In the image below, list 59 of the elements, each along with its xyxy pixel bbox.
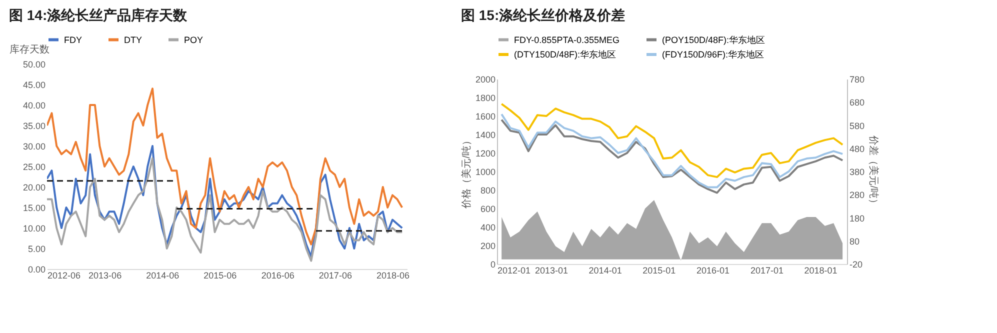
y2-tick-label: 780 <box>850 74 865 84</box>
y2-tick-label: 280 <box>850 190 865 200</box>
y-tick-label: 0 <box>490 260 496 270</box>
x-tick-label: 2012-01 <box>498 266 531 276</box>
x-tick-label: 2014-01 <box>588 266 622 276</box>
legend-label: POY <box>184 34 204 45</box>
legend-label: FDY <box>64 34 82 45</box>
x-tick-label: 2016-06 <box>261 270 294 280</box>
y-tick-label: 30.00 <box>22 142 46 152</box>
y-tick-label: 200 <box>480 241 496 251</box>
y-tick-label: 45.00 <box>22 80 46 90</box>
y2-tick-label: 80 <box>850 236 860 246</box>
x-tick-label: 2018-01 <box>804 266 838 276</box>
x-tick-label: 2017-06 <box>318 270 352 280</box>
legend-label: DTY <box>124 34 142 45</box>
x-tick-label: 2013-01 <box>534 266 568 276</box>
y2-tick-label: 180 <box>850 213 865 224</box>
legend-label: (FDY150D/96F):华东地区 <box>662 50 764 60</box>
y-tick-label: 1600 <box>475 112 496 122</box>
legend-label: (POY150D/48F):华东地区 <box>662 34 766 45</box>
y-tick-label: 0.00 <box>28 264 46 274</box>
y-tick-label: 1000 <box>475 167 496 177</box>
legend-label: FDY-0.855PTA-0.355MEG <box>514 34 620 45</box>
x-tick-label: 2015-01 <box>642 266 676 276</box>
chart-title: 图 14:涤纶长丝产品库存天数 <box>9 7 188 23</box>
y-tick-label: 5.00 <box>28 244 46 254</box>
y2-tick-label: 480 <box>850 144 865 154</box>
x-tick-label: 2018-06 <box>376 270 410 280</box>
line-series <box>47 88 404 246</box>
line-series <box>500 102 844 178</box>
chart-title: 图 15:涤纶长丝价格及价差 <box>460 7 626 23</box>
x-tick-label: 2012-06 <box>48 270 81 280</box>
y-tick-label: 10.00 <box>22 224 46 234</box>
y-tick-label: 2000 <box>475 74 496 84</box>
y-tick-label: 1200 <box>475 148 496 158</box>
legend-label: (DTY150D/48F):华东地区 <box>514 50 616 60</box>
x-tick-label: 2015-06 <box>204 270 237 280</box>
y-axis-title: 价格（美元/吨） <box>460 136 472 210</box>
x-tick-label: 2016-01 <box>696 266 730 276</box>
y2-tick-label: -20 <box>850 260 863 270</box>
y2-tick-label: 680 <box>850 98 865 108</box>
y2-tick-label: 580 <box>850 120 865 131</box>
y-tick-label: 20.00 <box>22 182 46 192</box>
y-tick-label: 35.00 <box>22 121 46 131</box>
y-tick-label: 15.00 <box>22 203 46 213</box>
y-axis-title: 库存天数 <box>10 44 50 56</box>
y2-axis-title: 价差（美元/吨） <box>868 134 880 208</box>
y2-tick-label: 380 <box>850 167 865 177</box>
y-tick-label: 50.00 <box>22 60 46 70</box>
x-tick-label: 2017-01 <box>750 266 784 276</box>
y-tick-label: 40.00 <box>22 100 46 110</box>
x-tick-label: 2013-06 <box>88 270 122 280</box>
y-tick-label: 600 <box>480 204 496 214</box>
y-tick-label: 1800 <box>475 93 496 103</box>
y-tick-label: 800 <box>480 186 496 196</box>
x-tick-label: 2014-06 <box>146 270 180 280</box>
y-tick-label: 400 <box>480 222 496 232</box>
y-tick-label: 1400 <box>475 130 496 140</box>
y-tick-label: 25.00 <box>22 162 46 172</box>
